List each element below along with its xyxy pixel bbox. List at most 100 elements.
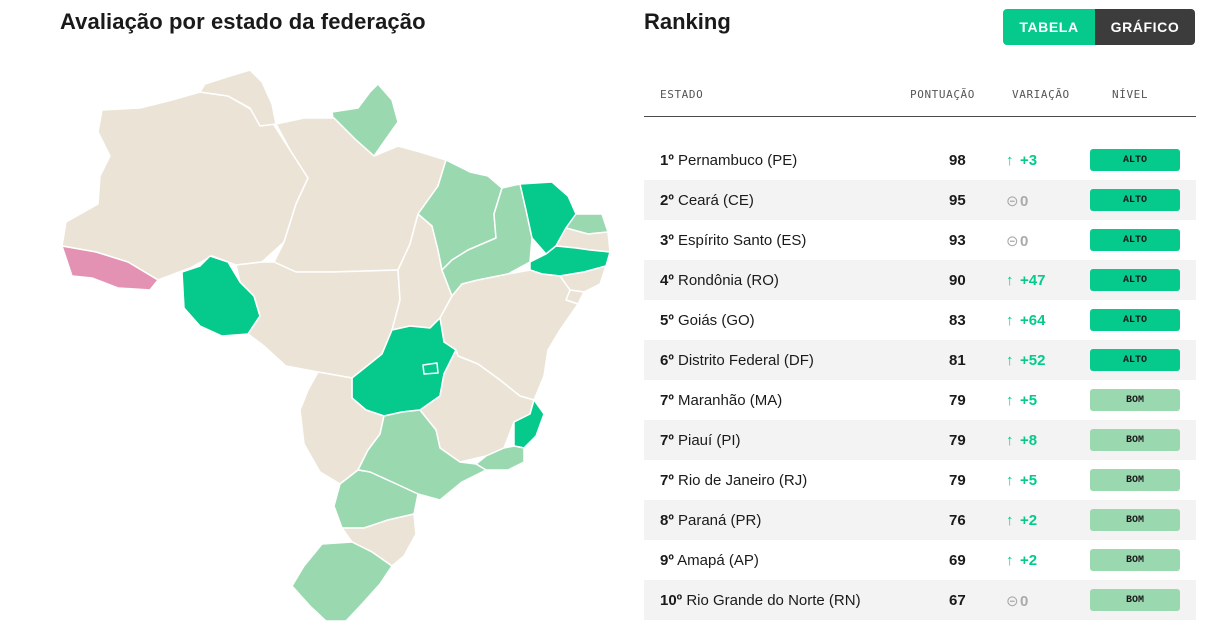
row-variation: ↑ +52 — [1006, 352, 1045, 369]
level-badge: BOM — [1090, 549, 1180, 571]
row-position: 9º — [660, 552, 674, 569]
state-ac[interactable] — [61, 245, 159, 291]
table-row[interactable]: 3º Espírito Santo (ES) 93 ⊝0 ALTO — [644, 220, 1196, 260]
row-estado: 10º Rio Grande do Norte (RN) — [660, 592, 861, 609]
row-variation: ⊝0 — [1006, 592, 1028, 610]
table-row[interactable]: 5º Goiás (GO) 83 ↑ +64 ALTO — [644, 300, 1196, 340]
row-score: 79 — [949, 432, 966, 449]
row-position: 6º — [660, 352, 674, 369]
header-variacao[interactable]: VARIAÇÃO — [1012, 88, 1070, 101]
row-state-name: Rio Grande do Norte (RN) — [686, 592, 861, 609]
row-position: 7º — [660, 392, 674, 409]
ranking-title: Ranking — [644, 9, 731, 34]
row-estado: 1º Pernambuco (PE) — [660, 152, 797, 169]
level-badge: ALTO — [1090, 349, 1180, 371]
row-score: 81 — [949, 352, 966, 369]
row-estado: 8º Paraná (PR) — [660, 512, 761, 529]
row-change: +2 — [1020, 512, 1038, 529]
table-row[interactable]: 6º Distrito Federal (DF) 81 ↑ +52 ALTO — [644, 340, 1196, 380]
row-position: 1º — [660, 152, 674, 169]
row-score: 76 — [949, 512, 966, 529]
level-badge: BOM — [1090, 509, 1180, 531]
table-row[interactable]: 8º Paraná (PR) 76 ↑ +2 BOM — [644, 500, 1196, 540]
row-score: 69 — [949, 552, 966, 569]
row-estado: 7º Maranhão (MA) — [660, 392, 782, 409]
arrow-up-icon: ↑ — [1006, 152, 1014, 169]
row-state-name: Paraná (PR) — [678, 512, 762, 529]
table-row[interactable]: 1º Pernambuco (PE) 98 ↑ +3 ALTO — [644, 140, 1196, 180]
row-variation: ↑ +64 — [1006, 312, 1045, 329]
row-variation: ↑ +2 — [1006, 552, 1037, 569]
row-estado: 4º Rondônia (RO) — [660, 272, 779, 289]
ranking-table: ESTADO PONTUAÇÃO VARIAÇÃO NÍVEL 1º Perna… — [644, 70, 1196, 620]
row-score: 83 — [949, 312, 966, 329]
row-change: 0 — [1020, 193, 1029, 210]
arrow-up-icon: ↑ — [1006, 472, 1014, 489]
row-change: +52 — [1020, 352, 1046, 369]
row-variation: ↑ +2 — [1006, 512, 1037, 529]
table-body: 1º Pernambuco (PE) 98 ↑ +3 ALTO 2º Ceará (CE)… — [644, 140, 1196, 620]
row-state-name: Rio de Janeiro (RJ) — [678, 472, 808, 489]
row-change: +3 — [1020, 152, 1038, 169]
state-rr[interactable] — [199, 69, 277, 127]
row-position: 7º — [660, 432, 674, 449]
table-row[interactable]: 9º Amapá (AP) 69 ↑ +2 BOM — [644, 540, 1196, 580]
row-estado: 6º Distrito Federal (DF) — [660, 352, 814, 369]
level-badge: ALTO — [1090, 309, 1180, 331]
row-change: +47 — [1020, 272, 1046, 289]
state-df[interactable] — [422, 362, 439, 375]
row-change: +5 — [1020, 472, 1038, 489]
row-estado: 7º Rio de Janeiro (RJ) — [660, 472, 807, 489]
view-toggle: TABELA GRÁFICO — [1003, 9, 1195, 45]
row-change: +2 — [1020, 552, 1038, 569]
level-badge: ALTO — [1090, 229, 1180, 251]
row-variation: ↑ +8 — [1006, 432, 1037, 449]
row-score: 79 — [949, 392, 966, 409]
row-score: 98 — [949, 152, 966, 169]
row-change: 0 — [1020, 233, 1029, 250]
row-change: +8 — [1020, 432, 1038, 449]
table-row[interactable]: 7º Piauí (PI) 79 ↑ +8 BOM — [644, 420, 1196, 460]
neutral-circle-icon: ⊝ — [1006, 193, 1019, 210]
level-badge: BOM — [1090, 469, 1180, 491]
table-row[interactable]: 10º Rio Grande do Norte (RN) 67 ⊝0 BOM — [644, 580, 1196, 620]
row-position: 8º — [660, 512, 674, 529]
row-estado: 2º Ceará (CE) — [660, 192, 754, 209]
arrow-up-icon: ↑ — [1006, 352, 1014, 369]
header-pontuacao[interactable]: PONTUAÇÃO — [910, 88, 976, 101]
row-state-name: Piauí (PI) — [678, 432, 741, 449]
row-score: 67 — [949, 592, 966, 609]
table-row[interactable]: 7º Maranhão (MA) 79 ↑ +5 BOM — [644, 380, 1196, 420]
level-badge: BOM — [1090, 429, 1180, 451]
brazil-map — [61, 69, 611, 621]
row-score: 95 — [949, 192, 966, 209]
row-score: 93 — [949, 232, 966, 249]
row-position: 7º — [660, 472, 674, 489]
tab-tabela[interactable]: TABELA — [1003, 9, 1095, 45]
arrow-up-icon: ↑ — [1006, 312, 1014, 329]
row-variation: ↑ +5 — [1006, 392, 1037, 409]
row-estado: 9º Amapá (AP) — [660, 552, 759, 569]
table-row[interactable]: 7º Rio de Janeiro (RJ) 79 ↑ +5 BOM — [644, 460, 1196, 500]
header-estado[interactable]: ESTADO — [660, 88, 704, 101]
row-state-name: Espírito Santo (ES) — [678, 232, 807, 249]
row-state-name: Distrito Federal (DF) — [678, 352, 814, 369]
state-rs[interactable] — [291, 541, 393, 621]
arrow-up-icon: ↑ — [1006, 392, 1014, 409]
header-nivel[interactable]: NÍVEL — [1112, 88, 1149, 101]
level-badge: ALTO — [1090, 149, 1180, 171]
row-score: 79 — [949, 472, 966, 489]
level-badge: BOM — [1090, 389, 1180, 411]
row-estado: 7º Piauí (PI) — [660, 432, 741, 449]
row-position: 10º — [660, 592, 683, 609]
table-row[interactable]: 2º Ceará (CE) 95 ⊝0 ALTO — [644, 180, 1196, 220]
row-change: 0 — [1020, 593, 1029, 610]
level-badge: BOM — [1090, 589, 1180, 611]
table-row[interactable]: 4º Rondônia (RO) 90 ↑ +47 ALTO — [644, 260, 1196, 300]
map-title: Avaliação por estado da federação — [60, 9, 426, 34]
row-position: 2º — [660, 192, 674, 209]
state-sp[interactable] — [357, 409, 487, 501]
row-state-name: Maranhão (MA) — [678, 392, 783, 409]
row-estado: 5º Goiás (GO) — [660, 312, 755, 329]
tab-grafico[interactable]: GRÁFICO — [1095, 9, 1195, 45]
